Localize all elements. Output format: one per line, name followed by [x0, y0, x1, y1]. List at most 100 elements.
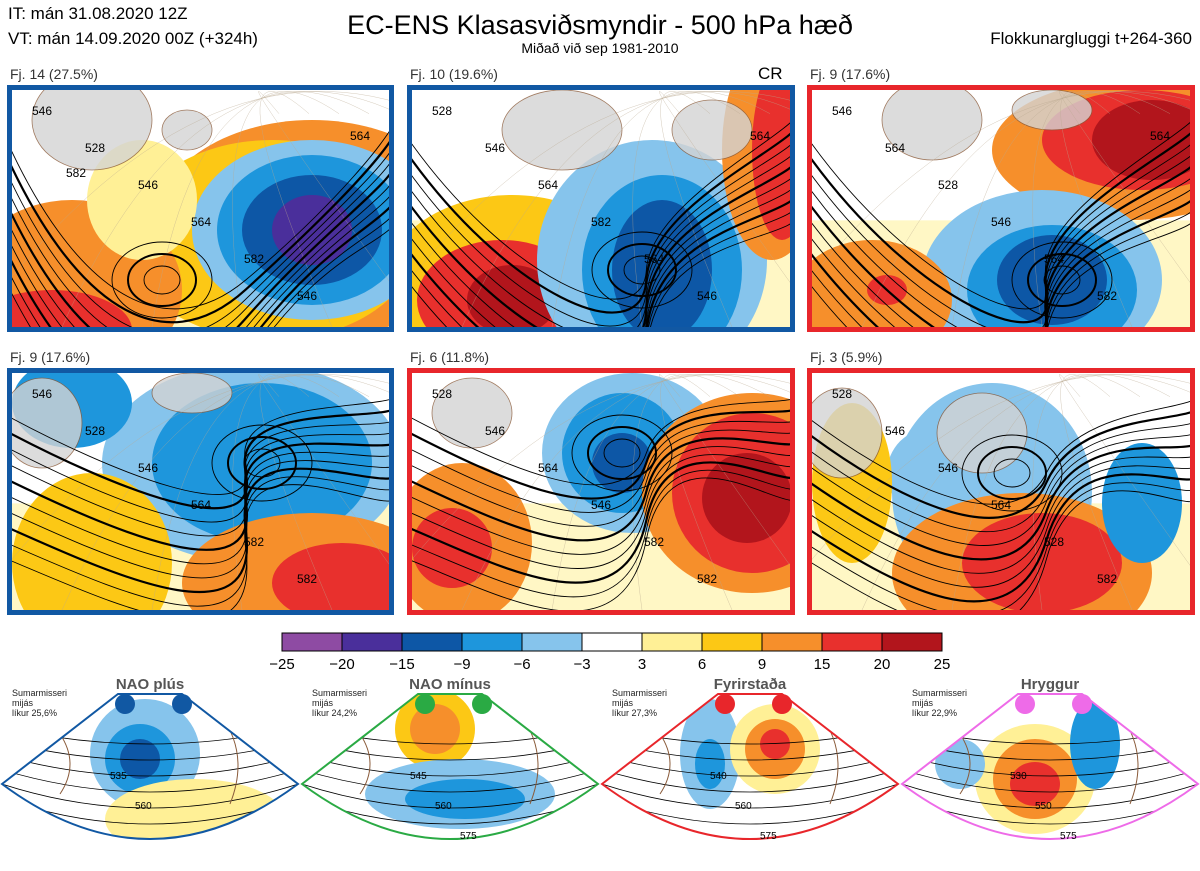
regime-marker-dot — [772, 694, 792, 714]
regime-anomaly — [695, 739, 725, 789]
contour-label: 528 — [85, 141, 105, 155]
colorbar-segment — [581, 632, 643, 652]
map-canvas: 528 546 546 564 528 582 — [812, 373, 1190, 610]
regime-note-line: mijás — [612, 698, 634, 708]
graticule-line — [232, 91, 340, 327]
graticule-line — [632, 374, 741, 610]
low-contour — [127, 253, 197, 307]
contour-label: 528 — [85, 424, 105, 438]
colorbar-tick-label: 20 — [873, 656, 891, 673]
height-contour — [12, 196, 389, 327]
regime-ridge: 530 550 575 Hryggur Sumarmisseri mijás líkur 2… — [900, 674, 1200, 871]
height-contour — [812, 132, 1190, 324]
graticule-line — [412, 374, 790, 560]
height-contour — [812, 482, 1190, 610]
height-contour — [812, 465, 1190, 588]
regime-map: 540 560 575 — [600, 693, 900, 842]
low-contour — [587, 426, 657, 480]
cluster-map-2: 528 546 564 582 564 546 564 — [407, 85, 795, 332]
landmass — [1011, 90, 1093, 131]
regime-contour — [2, 765, 298, 793]
height-contour — [412, 122, 790, 300]
regime-marker-dot — [115, 694, 135, 714]
cluster-map-5: 528 546 564 546 582 582 — [407, 368, 795, 615]
regime-contour — [2, 779, 298, 809]
colorbar-segment — [461, 632, 523, 652]
regime-contour — [602, 765, 898, 793]
contour-label: 546 — [591, 498, 611, 512]
regime-marker-dot — [415, 694, 435, 714]
regime-contour — [302, 779, 598, 809]
regime-contour-label: 560 — [135, 801, 152, 812]
regime-anomaly — [935, 739, 985, 789]
colorbar-tick-label: −15 — [389, 656, 415, 673]
contour-label: 528 — [832, 387, 852, 401]
regime-name: NAO mínus — [409, 676, 491, 693]
regime-contour-label: 560 — [435, 801, 452, 812]
graticule-line — [412, 91, 790, 277]
contour-label: 564 — [350, 129, 370, 143]
graticule-line — [812, 374, 1190, 560]
valid-time-label: VT: mán 14.09.2020 00Z (+324h) — [8, 29, 258, 48]
low-contour — [1011, 241, 1113, 319]
height-contour — [12, 467, 389, 594]
height-contour — [812, 189, 1190, 327]
graticule-line — [951, 374, 1171, 610]
panel-1-label: Fj. 14 (27.5%) — [10, 66, 98, 82]
contour-label: 546 — [938, 461, 958, 475]
colorbar-segment — [881, 632, 943, 652]
map-canvas: 528 546 564 582 564 546 564 — [412, 90, 790, 327]
contour-label: 546 — [885, 424, 905, 438]
panel-3-label: Fj. 9 (17.6%) — [810, 66, 891, 82]
cluster-map-4: 546 528 546 564 582 582 — [7, 368, 394, 615]
contour-label: 564 — [191, 498, 211, 512]
regime-contour — [602, 779, 898, 809]
regime-note-line: mijás — [12, 698, 34, 708]
regime-note-line: líkur 22,9% — [912, 708, 958, 718]
regime-contour-label: 575 — [460, 831, 477, 842]
contour-label: 546 — [485, 141, 505, 155]
regime-marker-dot — [1072, 694, 1092, 714]
graticule-line — [61, 374, 389, 610]
regime-nao-minus: 545 560 575 NAO mínus Sumarmisseri mijás líkur… — [300, 674, 600, 871]
contour-label: 582 — [644, 535, 664, 549]
panel-4-label: Fj. 9 (17.6%) — [10, 349, 91, 365]
landmass — [671, 99, 753, 161]
graticule-line — [151, 91, 370, 327]
low-contour — [143, 265, 181, 295]
regime-marker-dot — [472, 694, 492, 714]
panel-6-label: Fj. 3 (5.9%) — [810, 349, 883, 365]
contour-label: 564 — [538, 178, 558, 192]
regime-note-line: mijás — [912, 698, 934, 708]
page-subtitle: Miðað við sep 1981-2010 — [521, 40, 679, 56]
landmass — [812, 387, 883, 479]
regime-anomaly — [760, 729, 790, 759]
height-contour — [12, 173, 389, 327]
colorbar-tick-label: −20 — [329, 656, 355, 673]
low-contour — [227, 436, 297, 490]
graticule-line — [861, 91, 1190, 327]
anomaly-area — [592, 433, 652, 493]
graticule-line — [551, 91, 771, 327]
map-canvas: 528 546 564 546 582 582 — [412, 373, 790, 610]
regime-note: Sumarmisseri mijás líkur 22,9% — [912, 688, 967, 718]
height-contour — [412, 454, 790, 569]
regime-note: Sumarmisseri mijás líkur 24,2% — [312, 688, 367, 718]
graticule-line — [659, 374, 790, 566]
anomaly-area — [12, 473, 172, 610]
regime-anomaly — [105, 779, 285, 839]
graticule-line — [1060, 374, 1133, 610]
height-contour — [812, 223, 1190, 327]
regime-contour — [302, 765, 598, 793]
height-contour — [412, 166, 790, 327]
colorbar-tick-label: 15 — [813, 656, 831, 673]
regime-note-line: líkur 25,6% — [12, 708, 58, 718]
graticule-line — [1060, 91, 1133, 327]
contour-label: 546 — [697, 289, 717, 303]
height-contour — [812, 199, 1190, 327]
regime-anomaly — [120, 739, 160, 779]
height-contour — [812, 456, 1190, 574]
graticule-line — [632, 91, 741, 327]
regime-note-line: líkur 27,3% — [612, 708, 658, 718]
contour-label: 582 — [297, 572, 317, 586]
